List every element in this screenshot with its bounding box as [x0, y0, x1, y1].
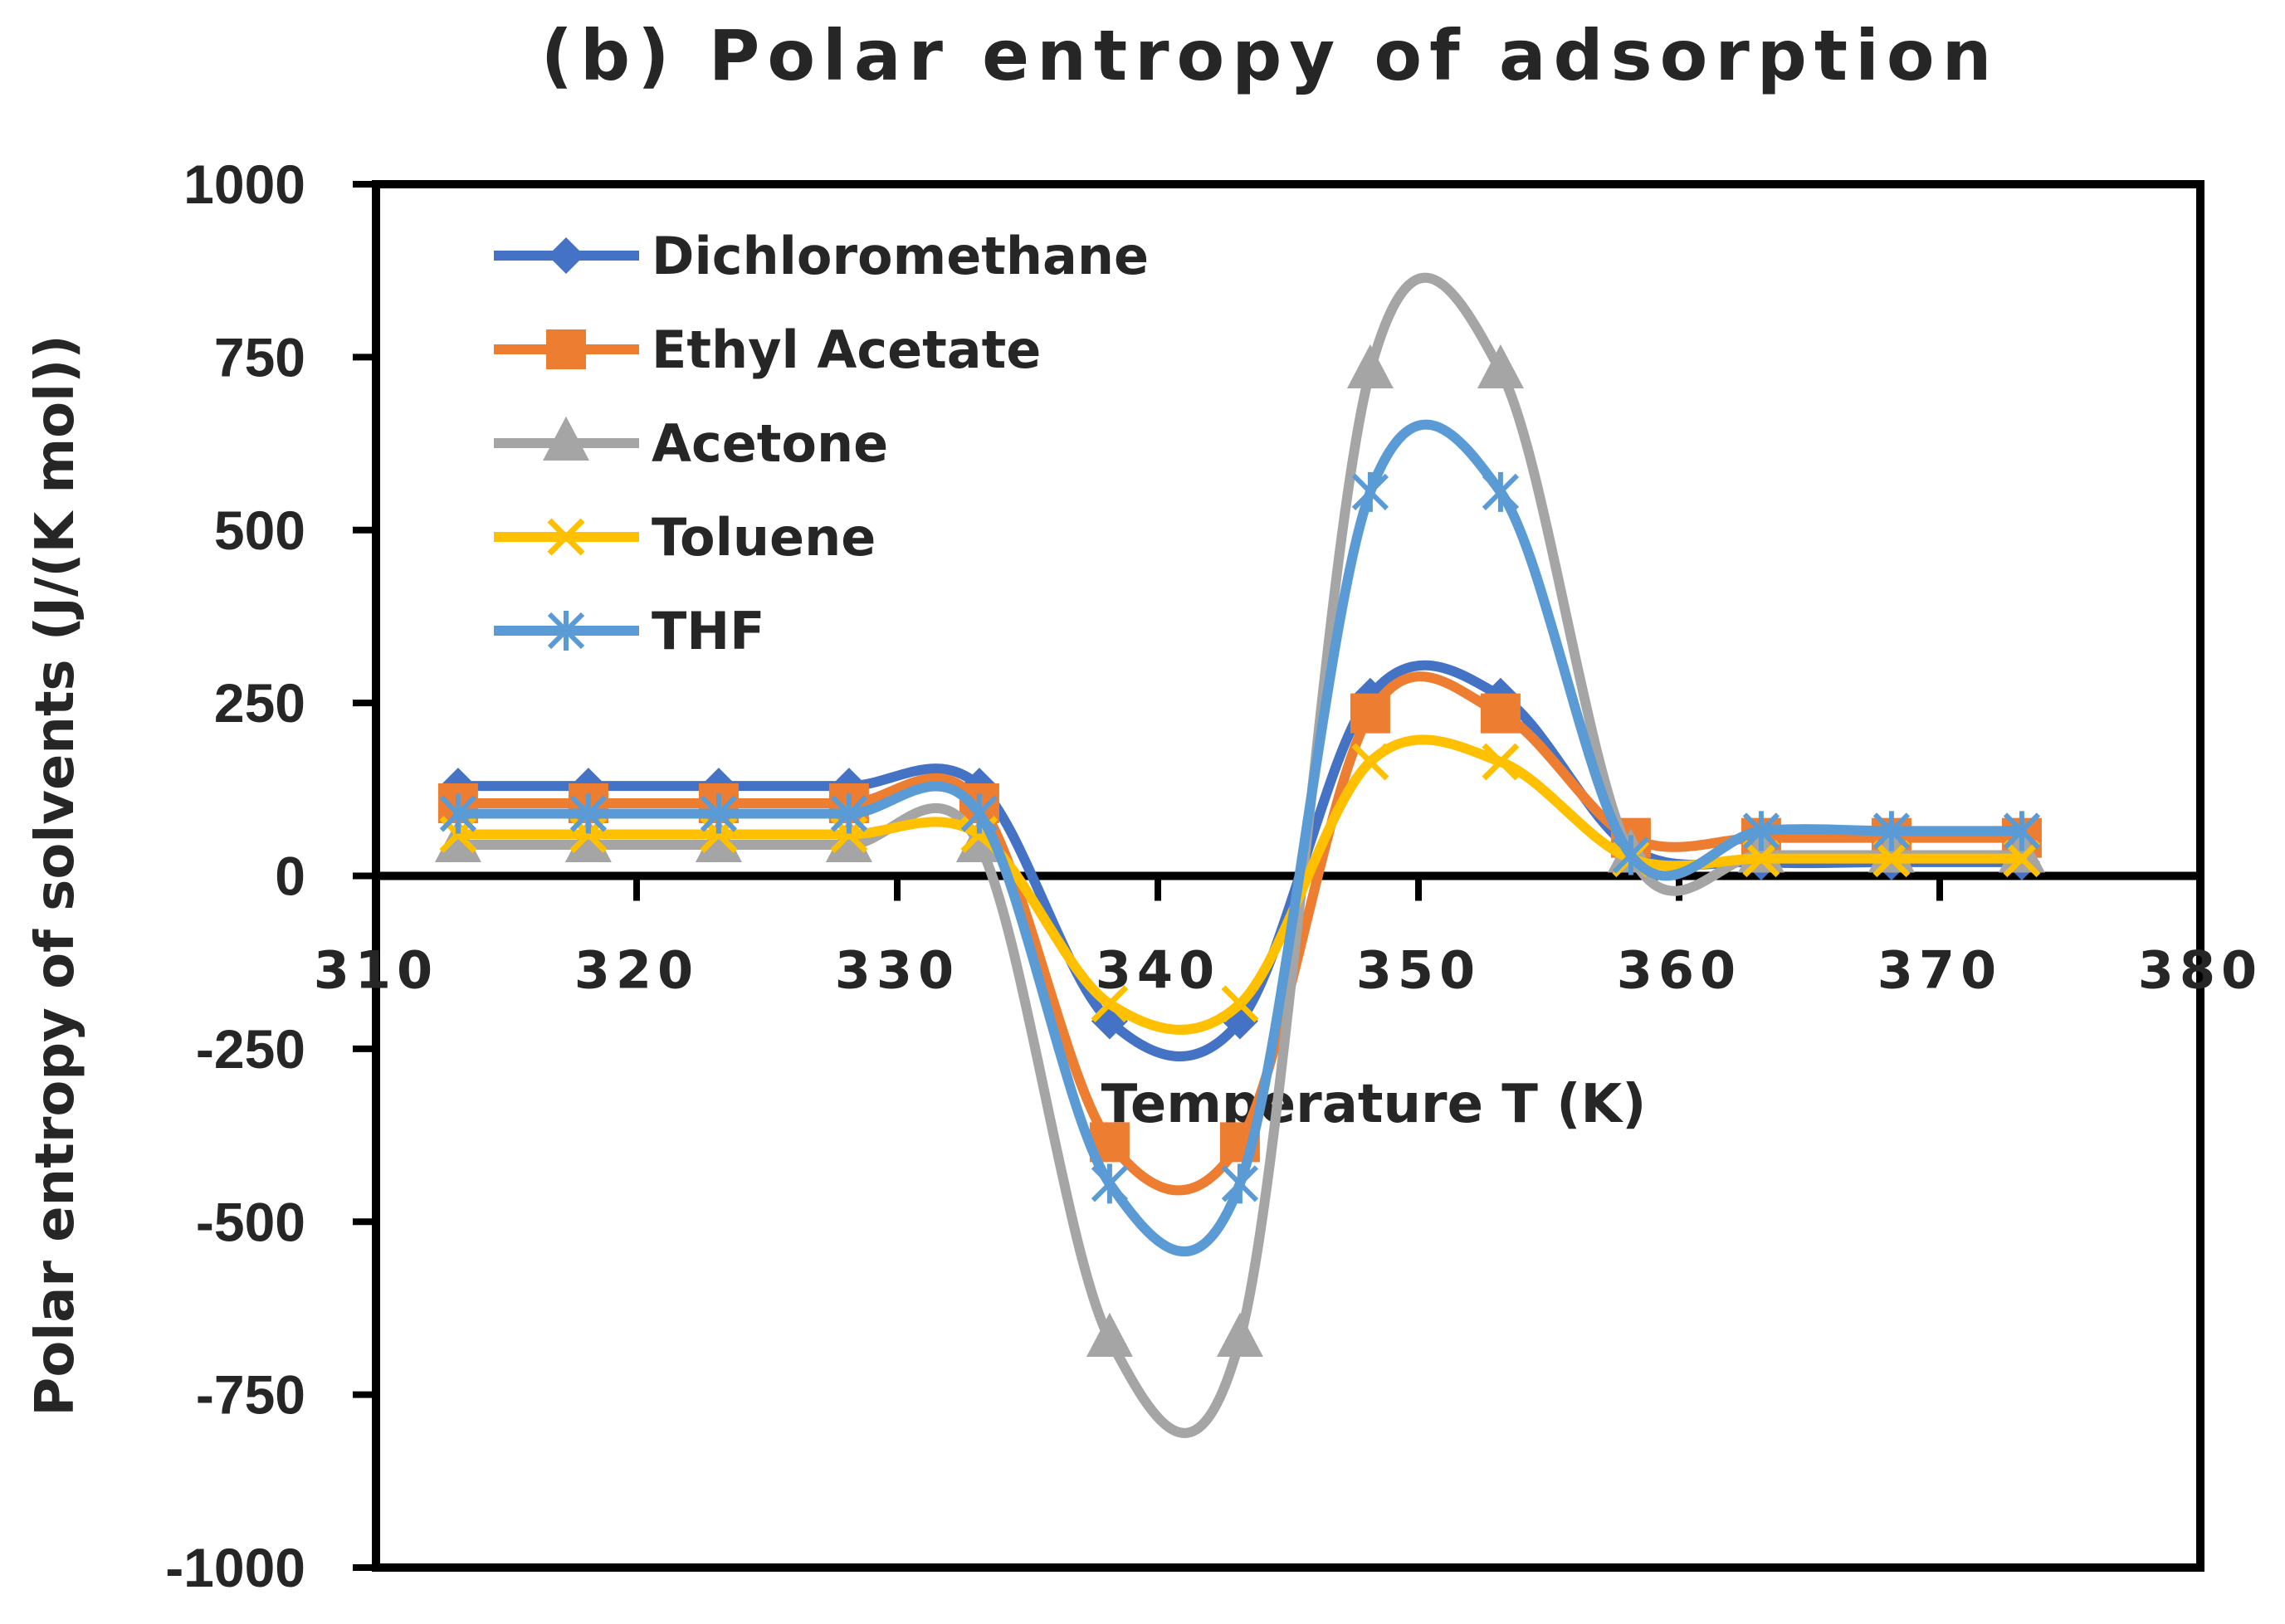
legend-label: Toluene — [652, 507, 876, 568]
legend-item: THF — [494, 601, 765, 661]
data-point — [700, 793, 738, 834]
data-point — [564, 817, 612, 862]
data-point — [1742, 811, 1780, 851]
data-point — [569, 793, 608, 834]
legend-marker — [543, 416, 589, 461]
legend-item: Toluene — [494, 507, 876, 568]
data-point — [1482, 743, 1520, 781]
x-tick-label: 370 — [1877, 940, 2002, 1001]
y-tick-label: -1000 — [165, 1537, 305, 1598]
legend: Dichloromethane Ethyl Acetate Acetone Tolue… — [494, 226, 1149, 661]
series-line — [452, 272, 2027, 1438]
data-point — [1482, 471, 1520, 512]
data-point — [1872, 811, 1911, 851]
data-point — [1480, 693, 1521, 734]
y-tick-label: -500 — [196, 1191, 305, 1252]
data-point — [1346, 344, 1394, 389]
series-acetone — [434, 272, 2045, 1438]
chart-title: (b) Polar entropy of adsorption — [541, 15, 1999, 96]
data-point — [1091, 985, 1129, 1023]
data-point — [1350, 693, 1390, 734]
legend-marker — [547, 611, 585, 651]
legend-label: Ethyl Acetate — [652, 319, 1041, 380]
data-point — [1477, 344, 1524, 389]
series-line — [452, 419, 2027, 1257]
data-point — [434, 817, 481, 862]
x-tick-label: 350 — [1356, 940, 1481, 1001]
y-tick-label: 500 — [214, 500, 305, 561]
data-point — [1742, 840, 1780, 878]
data-point — [1221, 1163, 1259, 1204]
data-point — [960, 793, 998, 834]
y-tick-label: 750 — [214, 326, 305, 388]
legend-marker — [547, 518, 585, 556]
y-tick-label: 0 — [275, 846, 305, 907]
x-tick-label: 330 — [835, 940, 959, 1001]
legend-marker — [548, 237, 584, 274]
data-point — [825, 817, 872, 862]
y-tick-label: 1000 — [183, 154, 305, 215]
data-point — [1351, 743, 1389, 781]
series-thf — [439, 419, 2041, 1257]
data-point — [1086, 1312, 1133, 1357]
data-point — [1612, 835, 1650, 875]
y-tick-label: 250 — [214, 672, 305, 734]
data-point — [1091, 1163, 1129, 1204]
legend-marker — [546, 329, 586, 369]
data-point — [695, 817, 742, 862]
data-point — [830, 793, 868, 834]
legend-item: Acetone — [494, 413, 888, 474]
data-point — [2003, 840, 2041, 878]
x-tick-label: 320 — [574, 940, 699, 1001]
data-point — [1351, 471, 1389, 512]
legend-label: THF — [652, 601, 765, 661]
data-point — [1872, 840, 1911, 878]
y-tick-label: -750 — [196, 1364, 305, 1426]
data-point — [1221, 985, 1259, 1023]
data-point — [2003, 811, 2041, 851]
legend-item: Dichloromethane — [494, 226, 1149, 286]
x-tick-label: 310 — [314, 940, 438, 1001]
x-tick-label: 340 — [1096, 940, 1220, 1001]
data-point — [1216, 1312, 1263, 1357]
y-axis-label: Polar entropy of solvents (J/(K mol)) — [25, 334, 86, 1416]
legend-label: Dichloromethane — [652, 226, 1149, 286]
data-point — [439, 793, 477, 834]
y-tick-label: -250 — [196, 1018, 305, 1080]
series-group — [434, 272, 2045, 1438]
x-tick-label: 360 — [1617, 940, 1741, 1001]
y-tick-labels: 1000 750 500 250 0 -250 -500 -750 -1000 — [165, 154, 376, 1598]
x-axis-label: Temperature T (K) — [1101, 1074, 1647, 1135]
legend-label: Acetone — [652, 413, 888, 474]
legend-item: Ethyl Acetate — [494, 319, 1041, 380]
x-tick-label: 380 — [2138, 940, 2263, 1001]
x-tick-labels: 310 320 330 340 350 360 370 380 — [314, 875, 2263, 1001]
